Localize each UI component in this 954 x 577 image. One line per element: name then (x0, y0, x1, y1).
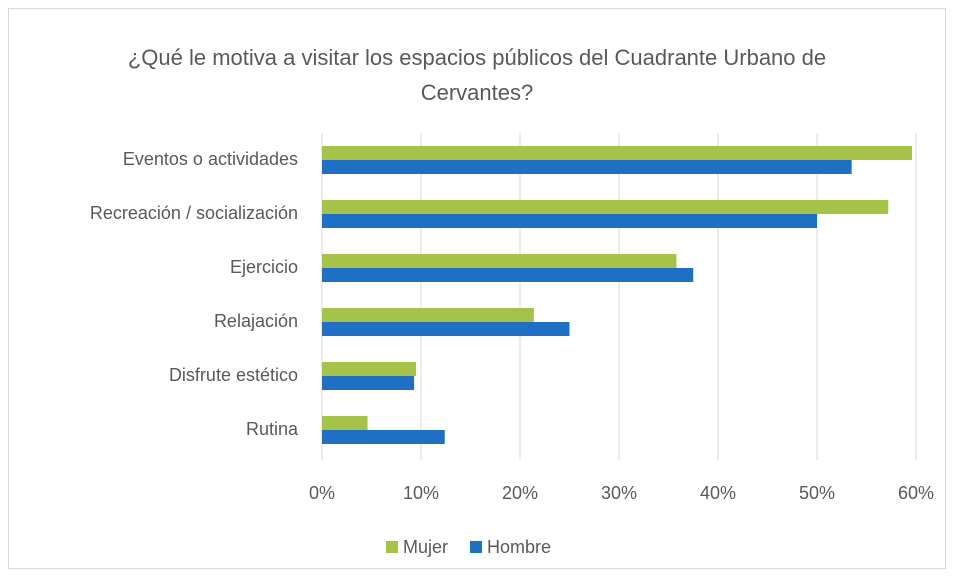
bar (322, 214, 817, 228)
bar (322, 200, 889, 214)
bar (322, 362, 417, 376)
bar (322, 322, 570, 336)
y-tick-label: Ejercicio (230, 257, 298, 277)
legend-swatch (386, 541, 398, 553)
bar (322, 268, 694, 282)
chart-title: ¿Qué le motiva a visitar los espacios pú… (127, 45, 827, 105)
legend-swatch (470, 541, 483, 553)
y-tick-label: Disfrute estético (169, 365, 298, 385)
bar (322, 416, 368, 430)
y-tick-label: Relajación (214, 311, 298, 331)
bar (322, 376, 415, 390)
legend-label: Hombre (487, 537, 551, 557)
x-tick-label: 50% (799, 483, 835, 503)
bar (322, 160, 852, 174)
bar (322, 254, 677, 268)
x-tick-label: 60% (898, 483, 934, 503)
x-tick-label: 10% (403, 483, 439, 503)
x-tick-label: 40% (700, 483, 736, 503)
y-tick-label: Rutina (246, 419, 299, 439)
y-tick-label: Recreación / socialización (90, 203, 298, 223)
x-tick-label: 20% (502, 483, 538, 503)
bar (322, 430, 445, 444)
bar (322, 146, 913, 160)
x-tick-label: 0% (309, 483, 335, 503)
bar (322, 308, 534, 322)
x-tick-label: 30% (601, 483, 637, 503)
legend-label: Mujer (403, 537, 448, 557)
y-tick-label: Eventos o actividades (123, 149, 298, 169)
chart-border (8, 8, 946, 569)
